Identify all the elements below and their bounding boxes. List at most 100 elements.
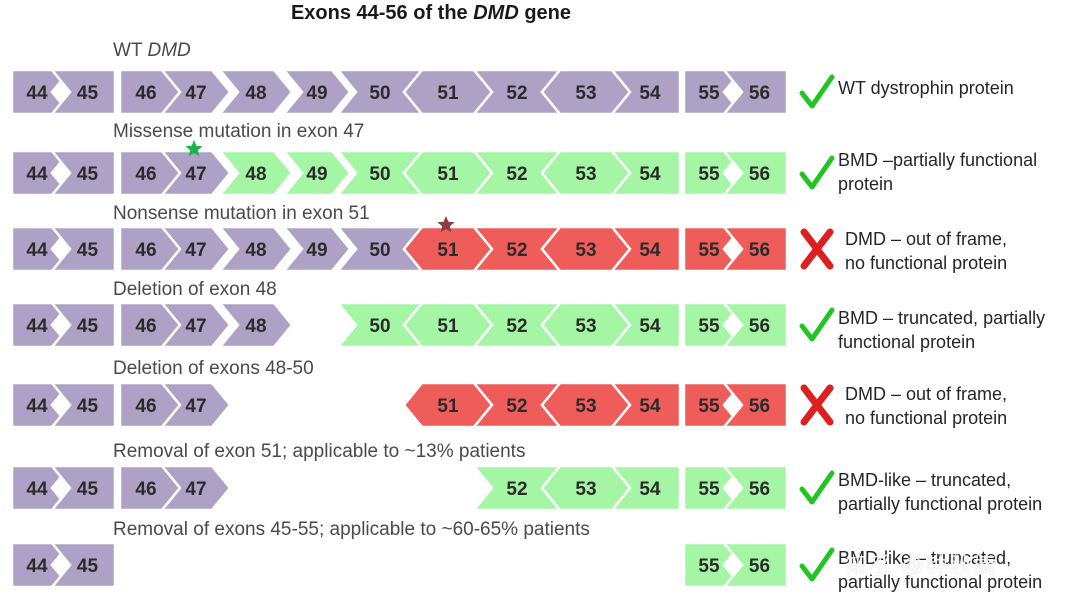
exon-label-56-row-4: 56 <box>749 316 770 337</box>
row-label-deletion-48-50: Deletion of exons 48-50 <box>113 358 314 379</box>
exon-label-48-row-1: 48 <box>245 83 266 104</box>
title-gene: DMD <box>473 2 519 24</box>
exon-54-row-1 <box>609 68 682 116</box>
check-icon <box>799 307 835 342</box>
exon-label-52-row-1: 52 <box>506 83 527 104</box>
row-label-nonsense: Nonsense mutation in exon 51 <box>113 203 370 224</box>
exon-label-46-row-4: 46 <box>135 316 156 337</box>
exon-label-47-row-4: 47 <box>185 316 206 337</box>
exon-label-56-row-7: 56 <box>749 556 770 577</box>
title-suffix: gene <box>518 2 572 24</box>
exon-56-row-3 <box>721 225 789 273</box>
diagram-title: Exons 44-56 of the DMD gene <box>0 2 862 25</box>
outcome-nonsense: DMD – out of frame, no functional protei… <box>845 227 1080 275</box>
exon-label-49-row-3: 49 <box>306 240 327 261</box>
exon-label-47-row-2: 47 <box>185 164 206 185</box>
exon-label-53-row-1: 53 <box>575 83 596 104</box>
exon-56-row-1 <box>721 68 789 116</box>
outcome-wt: WT dystrophin protein <box>838 76 1078 100</box>
exon-label-56-row-1: 56 <box>749 83 770 104</box>
exon-48-row-2 <box>217 149 294 197</box>
exon-48-row-3 <box>217 225 294 273</box>
exon-label-53-row-6: 53 <box>575 479 596 500</box>
watermark: 知乎 @钟秋婕 <box>845 553 998 578</box>
outcome-skip-51: BMD-like – truncated, partially function… <box>838 468 1078 516</box>
cross-icon <box>800 228 834 270</box>
check-icon <box>799 74 835 109</box>
outcome-missense: BMD –partially functional protein <box>838 148 1078 196</box>
row-label-wt: WT DMD <box>113 40 191 62</box>
exon-label-55-row-5: 55 <box>698 396 720 417</box>
row-label-deletion-48: Deletion of exon 48 <box>113 279 277 300</box>
exon-label-46-row-6: 46 <box>135 479 156 500</box>
exon-45-row-4 <box>49 301 117 349</box>
mutation-star-icon <box>437 216 455 233</box>
outcome-deletion-48-50: DMD – out of frame, no functional protei… <box>845 382 1080 430</box>
outcome-skip-51-line1: BMD-like – truncated, <box>838 470 1012 490</box>
exon-48-row-1 <box>217 68 294 116</box>
exon-label-56-row-6: 56 <box>749 479 770 500</box>
outcome-deletion-48-line1: BMD – truncated, partially <box>838 308 1046 328</box>
exon-45-row-7 <box>49 541 117 589</box>
exon-49-row-3 <box>281 225 352 273</box>
exon-45-row-3 <box>49 225 117 273</box>
exon-label-54-row-1: 54 <box>639 83 661 104</box>
row-label-wt-gene: DMD <box>147 40 191 61</box>
exon-label-52-row-3: 52 <box>506 240 527 261</box>
exon-label-54-row-5: 54 <box>639 396 661 417</box>
exon-label-45-row-2: 45 <box>77 164 99 185</box>
exon-label-52-row-5: 52 <box>506 396 527 417</box>
exon-label-50-row-4: 50 <box>369 316 390 337</box>
exon-label-56-row-2: 56 <box>749 164 770 185</box>
exon-label-53-row-2: 53 <box>575 164 596 185</box>
exon-label-45-row-6: 45 <box>77 479 99 500</box>
exon-54-row-2 <box>609 149 682 197</box>
exon-label-48-row-3: 48 <box>245 240 266 261</box>
exon-label-44-row-6: 44 <box>26 479 48 500</box>
row-label-skip-51: Removal of exon 51; applicable to ~13% p… <box>113 441 526 462</box>
exon-label-52-row-2: 52 <box>506 164 527 185</box>
outcome-deletion-48-50-line1: DMD – out of frame, <box>845 384 1008 404</box>
exon-47-row-3 <box>159 225 232 273</box>
exon-label-45-row-7: 45 <box>77 556 99 577</box>
row-label-skip-45-55: Removal of exons 45-55; applicable to ~6… <box>113 519 590 540</box>
outcome-nonsense-line1: DMD – out of frame, <box>845 229 1008 249</box>
outcome-deletion-48-line2: functional protein <box>838 332 976 352</box>
exon-label-51-row-2: 51 <box>437 164 459 185</box>
exon-54-row-6 <box>609 464 682 512</box>
check-icon <box>799 547 835 582</box>
exon-label-51-row-3: 51 <box>437 240 459 261</box>
check-icon <box>799 470 835 505</box>
exon-label-55-row-2: 55 <box>698 164 720 185</box>
exon-label-44-row-7: 44 <box>26 556 48 577</box>
exon-label-46-row-2: 46 <box>135 164 156 185</box>
exon-label-55-row-7: 55 <box>698 556 720 577</box>
exon-47-row-2 <box>159 149 232 197</box>
exon-label-53-row-4: 53 <box>575 316 596 337</box>
row-label-missense: Missense mutation in exon 47 <box>113 121 365 142</box>
exon-label-47-row-5: 47 <box>185 396 206 417</box>
exon-47-row-4 <box>159 301 232 349</box>
exon-label-44-row-1: 44 <box>26 83 48 104</box>
exon-56-row-5 <box>721 381 789 429</box>
exon-label-56-row-3: 56 <box>749 240 770 261</box>
exon-56-row-4 <box>721 301 789 349</box>
row-label-wt-text: WT <box>113 40 143 61</box>
exon-label-51-row-4: 51 <box>437 316 459 337</box>
exon-47-row-5 <box>159 381 232 429</box>
exon-56-row-2 <box>721 149 789 197</box>
exon-56-row-7 <box>721 541 789 589</box>
exon-label-54-row-6: 54 <box>639 479 661 500</box>
exon-label-54-row-2: 54 <box>639 164 661 185</box>
exon-label-54-row-4: 54 <box>639 316 661 337</box>
exon-56-row-6 <box>721 464 789 512</box>
outcome-skip-51-line2: partially functional protein <box>838 494 1043 514</box>
exon-label-45-row-3: 45 <box>77 240 99 261</box>
exon-label-47-row-6: 47 <box>185 479 206 500</box>
exon-label-44-row-3: 44 <box>26 240 48 261</box>
exon-45-row-1 <box>49 68 117 116</box>
exon-49-row-2 <box>281 149 352 197</box>
outcome-skip-45-55-line1: BMD-like – truncated, <box>838 548 1012 568</box>
exon-label-45-row-1: 45 <box>77 83 99 104</box>
